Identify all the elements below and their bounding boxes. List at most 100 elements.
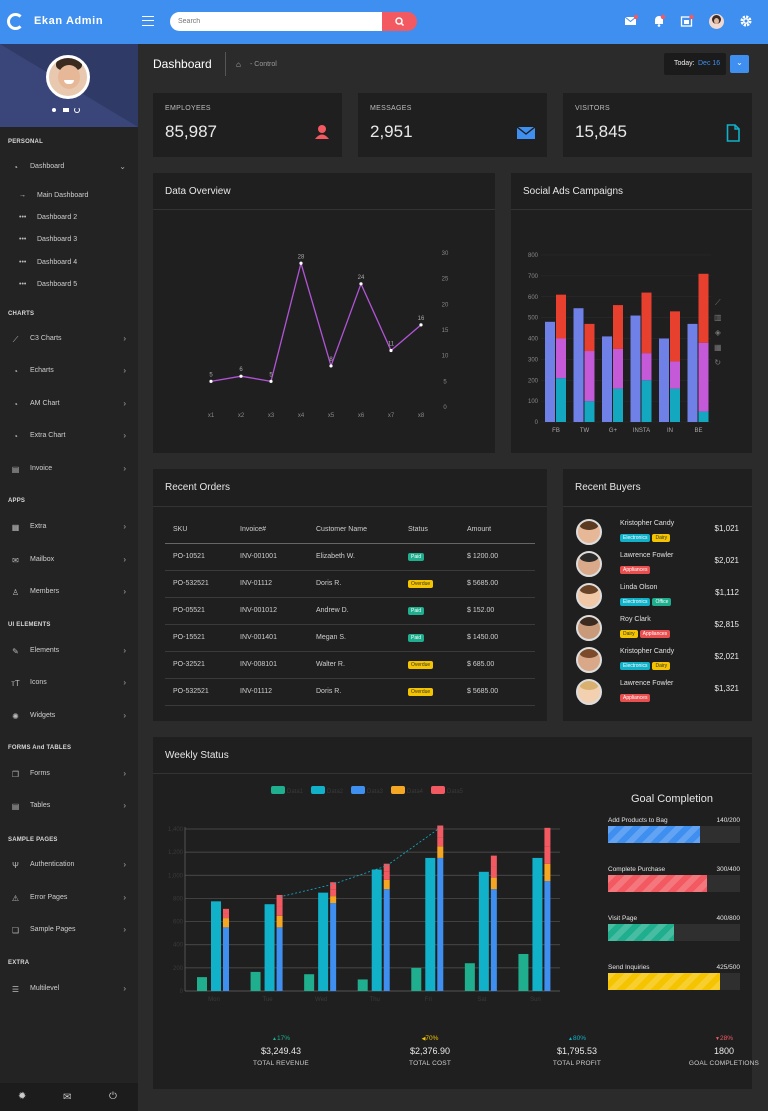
table-row[interactable]: PO-32521 INV-008101 Walter R. Overdue $ 685.… bbox=[165, 651, 535, 679]
recent-buyers-card: Recent Buyers Kristopher Candy Electronic… bbox=[563, 469, 752, 721]
user-avatar[interactable] bbox=[709, 14, 724, 29]
settings-icon[interactable] bbox=[739, 14, 753, 28]
buyer-item[interactable]: Roy Clark Dairy Appliances $2,815 bbox=[563, 613, 752, 645]
sidebar-item-invoice[interactable]: ▤ Invoice › bbox=[11, 464, 126, 474]
sidebar-item-sample-pages[interactable]: ❏ Sample Pages › bbox=[11, 925, 126, 935]
profile-avatar[interactable] bbox=[46, 55, 90, 99]
buyer-item[interactable]: Kristopher Candy Electronics Dairy $2,021 bbox=[563, 645, 752, 677]
mail-icon[interactable] bbox=[624, 14, 638, 28]
data-point bbox=[329, 364, 333, 368]
column-header[interactable]: Status bbox=[408, 516, 467, 544]
y-tick-label: 700 bbox=[528, 274, 539, 280]
profile-dot-icon[interactable] bbox=[52, 108, 56, 112]
table-header-row: SKU Invoice# Customer Name Status Amount bbox=[165, 516, 535, 544]
summary-percent: 70% bbox=[425, 1035, 439, 1042]
goal-item: Complete Purchase 300/400 bbox=[608, 866, 740, 906]
status-badge: Overdue bbox=[408, 660, 434, 669]
column-header[interactable]: Invoice# bbox=[240, 516, 316, 544]
buyer-amount: $2,021 bbox=[714, 652, 739, 661]
sidebar-item-multilevel[interactable]: ☰ Multilevel › bbox=[11, 984, 126, 994]
card-title: Recent Orders bbox=[165, 482, 231, 493]
bell-icon[interactable] bbox=[652, 14, 666, 28]
sidebar-item-members[interactable]: ♙ Members › bbox=[11, 587, 126, 597]
sidebar-item-mailbox[interactable]: ✉ Mailbox › bbox=[12, 555, 126, 565]
calendar-icon[interactable] bbox=[680, 14, 694, 28]
logo-icon[interactable] bbox=[7, 13, 24, 30]
sidebar-item-forms[interactable]: ❐ Forms › bbox=[11, 769, 126, 779]
bar-total bbox=[573, 308, 584, 422]
table-row[interactable]: PO-532521 INV-01112 Doris R. Overdue $ 5685.… bbox=[165, 570, 535, 598]
sidebar-subitem-dashboard-3[interactable]: ••• Dashboard 3 bbox=[19, 236, 78, 243]
bar-segment bbox=[613, 388, 623, 422]
sidebar-item-dashboard[interactable]: ◔ Dashboard ⌄ bbox=[0, 159, 138, 177]
bar-stack-segment bbox=[223, 927, 229, 991]
restore-icon[interactable]: ↻ bbox=[714, 358, 722, 367]
buyer-item[interactable]: Lawrence Fowler Appliances $2,021 bbox=[563, 549, 752, 581]
buyer-tags: Electronics Dairy bbox=[620, 532, 672, 542]
column-header[interactable]: Customer Name bbox=[316, 516, 408, 544]
bar-segment bbox=[584, 323, 595, 352]
power-icon[interactable]: ⏻ bbox=[109, 1091, 117, 1102]
chevron-right-icon: › bbox=[123, 925, 126, 934]
chevron-right-icon: › bbox=[123, 555, 126, 564]
summary-label: TOTAL REVENUE bbox=[253, 1060, 309, 1067]
y-tick-label: 800 bbox=[528, 253, 539, 259]
bar-type-icon[interactable]: ▥ bbox=[714, 313, 722, 322]
menu-toggle-icon[interactable] bbox=[142, 16, 154, 26]
table-row[interactable]: PO-532521 INV-01112 Doris R. Overdue $ 5685.… bbox=[165, 678, 535, 706]
bar-data2 bbox=[532, 857, 543, 991]
bar-stack-segment bbox=[383, 879, 390, 890]
column-header[interactable]: SKU bbox=[165, 516, 240, 544]
buyer-item[interactable]: Lawrence Fowler Appliances $1,321 bbox=[563, 677, 752, 709]
sidebar-subitem-dashboard-4[interactable]: ••• Dashboard 4 bbox=[19, 259, 78, 266]
palette-icon: ✺ bbox=[12, 712, 19, 721]
cell-status: Overdue bbox=[408, 570, 467, 598]
sidebar-subitem-dashboard-5[interactable]: ••• Dashboard 5 bbox=[19, 281, 78, 288]
search-button[interactable] bbox=[382, 12, 417, 31]
buyer-item[interactable]: Linda Olson Electronics Office $1,112 bbox=[563, 581, 752, 613]
sidebar-item-authentication[interactable]: Ψ Authentication › bbox=[12, 860, 126, 870]
bar-segment bbox=[698, 411, 709, 422]
line-type-icon[interactable]: ⟋ bbox=[714, 298, 721, 307]
category-badge: Office bbox=[652, 598, 672, 606]
sidebar-item-error-pages[interactable]: ⚠ Error Pages › bbox=[11, 893, 126, 903]
sidebar-item-widgets[interactable]: ✺ Widgets › bbox=[12, 711, 126, 721]
divider bbox=[153, 773, 752, 774]
home-icon[interactable]: ⌂ bbox=[236, 60, 241, 69]
sidebar-subitem-main-dashboard[interactable]: → Main Dashboard bbox=[19, 192, 89, 199]
sidebar-section-ui-elements: UI ELEMENTS bbox=[8, 622, 51, 628]
sidebar-item-extra[interactable]: ▦ Extra › bbox=[11, 522, 126, 532]
x-tick-label: x1 bbox=[208, 413, 215, 419]
sidebar-item-extra-chart[interactable]: ◔ Extra Chart › bbox=[0, 428, 138, 446]
breadcrumb[interactable]: - Control bbox=[250, 61, 277, 68]
bar-stack-segment bbox=[490, 855, 497, 867]
bar-stack-segment bbox=[437, 825, 444, 838]
table-row[interactable]: PO-10521 INV-001001 Elizabeth W. Paid $ 1200… bbox=[165, 543, 535, 571]
chart-toolbox[interactable]: ⟋ ▥ ◈ ▦ ↻ bbox=[714, 295, 722, 370]
profile-mail-icon[interactable] bbox=[63, 108, 69, 112]
settings-icon[interactable]: ✹ bbox=[18, 1091, 27, 1102]
mail-icon[interactable]: ✉ bbox=[63, 1092, 72, 1103]
sidebar-item-icons[interactable]: ᴛT Icons › bbox=[11, 678, 126, 688]
sidebar-item-tables[interactable]: ▤ Tables › bbox=[11, 801, 126, 811]
table-row[interactable]: PO-05521 INV-001012 Andrew D. Paid $ 152.00 bbox=[165, 597, 535, 625]
stack-type-icon[interactable]: ◈ bbox=[714, 328, 721, 337]
table-row[interactable]: PO-15521 INV-001401 Megan S. Paid $ 1450.00 bbox=[165, 624, 535, 652]
buyer-item[interactable]: Kristopher Candy Electronics Dairy $1,021 bbox=[563, 517, 752, 549]
x-tick-label: INSTA bbox=[633, 428, 650, 434]
data-view-icon[interactable]: ▦ bbox=[714, 343, 722, 352]
search-input[interactable] bbox=[170, 12, 384, 31]
app-name[interactable]: Ekan Admin bbox=[34, 15, 104, 27]
date-dropdown-button[interactable]: ⌄ bbox=[730, 55, 749, 73]
bar-stack-segment bbox=[437, 846, 444, 858]
sidebar-item-elements[interactable]: ✎ Elements › bbox=[12, 646, 126, 656]
sidebar-section-forms-tables: FORMS And TABLES bbox=[8, 745, 72, 751]
table-icon: ▤ bbox=[11, 802, 20, 811]
column-header[interactable]: Amount bbox=[467, 516, 535, 544]
sidebar-item-echarts[interactable]: ◔ Echarts › bbox=[0, 363, 138, 381]
cell-invoice: INV-001401 bbox=[240, 624, 316, 652]
profile-power-icon[interactable] bbox=[74, 107, 80, 113]
sidebar-item-am-chart[interactable]: ◔ AM Chart › bbox=[0, 396, 138, 414]
sidebar-item-c3-charts[interactable]: ⟋ C3 Charts › bbox=[12, 334, 126, 344]
sidebar-subitem-dashboard-2[interactable]: ••• Dashboard 2 bbox=[19, 214, 78, 221]
